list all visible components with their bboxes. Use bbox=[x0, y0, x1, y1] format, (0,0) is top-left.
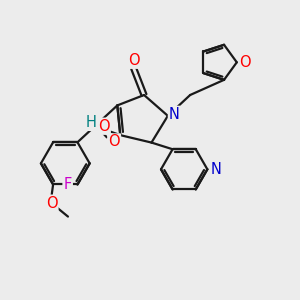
Text: H: H bbox=[86, 115, 97, 130]
Text: N: N bbox=[210, 162, 221, 177]
Text: N: N bbox=[169, 107, 180, 122]
Text: O: O bbox=[98, 119, 110, 134]
Text: O: O bbox=[46, 196, 57, 211]
Text: O: O bbox=[108, 134, 120, 149]
Text: F: F bbox=[64, 177, 72, 192]
Text: O: O bbox=[239, 55, 251, 70]
Text: O: O bbox=[128, 53, 140, 68]
